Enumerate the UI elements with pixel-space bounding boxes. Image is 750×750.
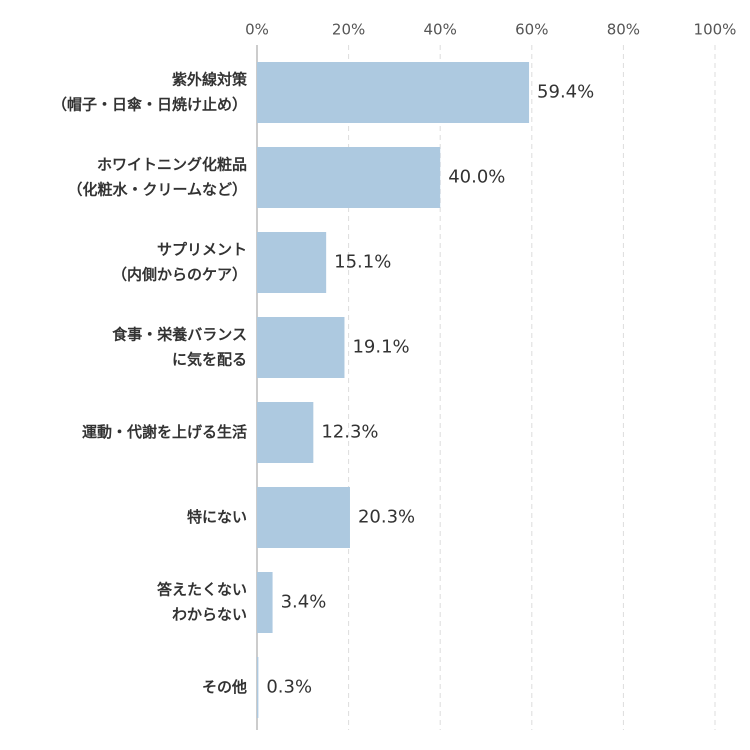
y-tick-label: サプリメント (157, 241, 247, 259)
x-tick-label: 20% (332, 21, 365, 39)
value-label: 3.4% (281, 592, 327, 613)
value-label: 20.3% (358, 507, 415, 528)
y-tick-label: 食事・栄養バランス (112, 326, 247, 344)
y-tick-label: 答えたくない (157, 581, 247, 599)
x-tick-label: 100% (694, 21, 737, 39)
bar (257, 657, 259, 718)
value-label: 0.3% (266, 677, 312, 698)
x-tick-label: 40% (424, 21, 457, 39)
y-tick-label: ホワイトニング化粧品 (97, 156, 247, 174)
value-label: 59.4% (537, 82, 594, 103)
bar (257, 487, 350, 548)
bar (257, 402, 314, 463)
y-tick-label: わからない (172, 606, 247, 624)
bar (257, 147, 441, 208)
value-label: 40.0% (448, 167, 505, 188)
x-tick-label: 80% (607, 21, 640, 39)
bar (257, 62, 530, 123)
value-label: 15.1% (334, 252, 391, 273)
y-tick-label: その他 (202, 678, 247, 696)
bar (257, 572, 273, 633)
x-tick-label: 0% (245, 21, 269, 39)
y-tick-label: （帽子・日傘・日焼け止め） (52, 96, 247, 114)
value-label: 12.3% (321, 422, 378, 443)
y-tick-label: （内側からのケア） (112, 266, 247, 284)
x-tick-label: 60% (515, 21, 548, 39)
y-tick-label: 紫外線対策 (172, 71, 248, 89)
y-tick-label: （化粧水・クリームなど） (67, 181, 247, 199)
y-tick-label: に気を配る (172, 351, 247, 369)
bar (257, 317, 345, 378)
value-label: 19.1% (352, 337, 409, 358)
y-tick-label: 運動・代謝を上げる生活 (82, 423, 247, 441)
bar (257, 232, 327, 293)
y-tick-label: 特にない (187, 508, 247, 526)
